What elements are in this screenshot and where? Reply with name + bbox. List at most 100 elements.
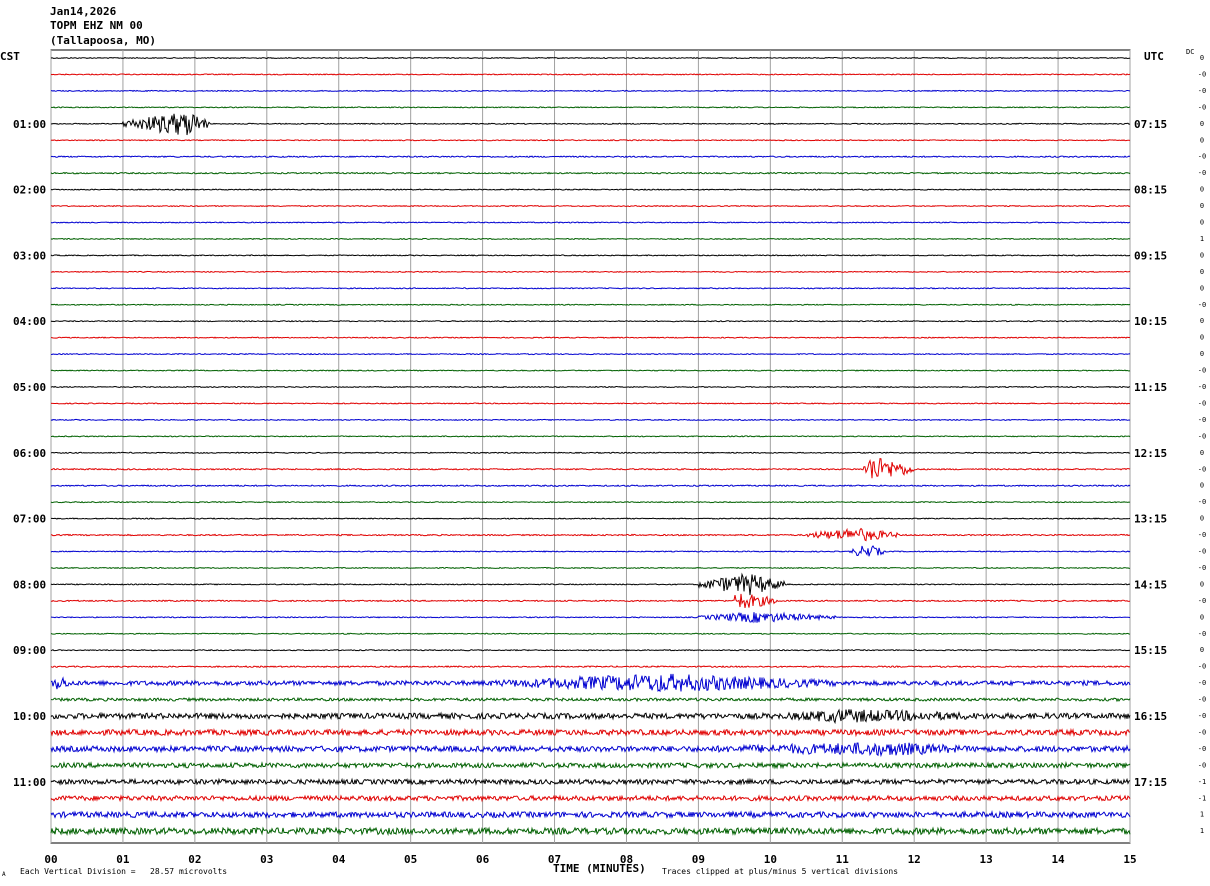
left-time-label: 01:00 bbox=[13, 118, 46, 131]
x-tick-label: 13 bbox=[980, 853, 993, 866]
right-time-label: 11:15 bbox=[1134, 381, 1167, 394]
seismic-trace bbox=[50, 572, 1131, 596]
seismic-trace bbox=[50, 696, 1131, 703]
seismic-trace bbox=[50, 566, 1131, 570]
dc-offset-value: -0 bbox=[1198, 383, 1206, 391]
dc-offset-value: 0 bbox=[1200, 515, 1204, 523]
dc-offset-value: 0 bbox=[1200, 334, 1204, 342]
dc-offset-value: 0 bbox=[1200, 136, 1204, 144]
left-time-label: 06:00 bbox=[13, 447, 46, 460]
x-tick-label: 04 bbox=[332, 853, 346, 866]
right-time-label: 07:15 bbox=[1134, 118, 1167, 131]
x-tick-label: 09 bbox=[692, 853, 705, 866]
seismic-trace bbox=[50, 56, 1131, 60]
right-time-label: 10:15 bbox=[1134, 315, 1167, 328]
seismic-trace bbox=[50, 665, 1131, 668]
right-time-label: 14:15 bbox=[1134, 578, 1167, 591]
seismic-trace bbox=[50, 139, 1131, 142]
dc-offset-value: -0 bbox=[1198, 679, 1206, 687]
dc-offset-value: -0 bbox=[1198, 761, 1206, 769]
dc-offset-value: 0 bbox=[1200, 350, 1204, 358]
seismic-trace bbox=[51, 517, 1131, 520]
x-tick-label: 12 bbox=[908, 853, 921, 866]
right-time-label: 09:15 bbox=[1134, 249, 1167, 262]
left-axis-label: CST bbox=[0, 50, 20, 63]
x-tick-label: 08 bbox=[620, 853, 633, 866]
x-axis-title: TIME (MINUTES) bbox=[553, 862, 646, 875]
dc-offset-value: -0 bbox=[1198, 663, 1206, 671]
dc-offset-value: -0 bbox=[1198, 103, 1206, 111]
dc-offset-value: 0 bbox=[1200, 580, 1204, 588]
seismic-trace bbox=[50, 708, 1131, 725]
dc-offset-value: -0 bbox=[1198, 696, 1206, 704]
seismic-trace bbox=[50, 777, 1131, 786]
seismic-trace bbox=[50, 673, 1131, 693]
x-tick-label: 03 bbox=[260, 853, 273, 866]
dc-offset-value: -1 bbox=[1198, 794, 1206, 802]
left-time-label: 03:00 bbox=[13, 249, 46, 262]
seismic-trace bbox=[50, 451, 1131, 454]
scale-note: Each Vertical Division = 28.57 microvolt… bbox=[20, 867, 228, 876]
right-time-label: 16:15 bbox=[1134, 710, 1167, 723]
left-time-label: 07:00 bbox=[13, 513, 46, 526]
right-time-label: 13:15 bbox=[1134, 513, 1167, 526]
seismic-trace bbox=[50, 352, 1131, 356]
dc-offset-value: 0 bbox=[1200, 268, 1204, 276]
seismic-trace bbox=[50, 632, 1131, 635]
dc-offset-value: -0 bbox=[1198, 399, 1206, 407]
dc-offset-value: -0 bbox=[1198, 169, 1206, 177]
seismic-trace bbox=[50, 794, 1131, 803]
seismic-trace bbox=[50, 545, 1131, 557]
seismic-trace bbox=[50, 287, 1131, 290]
seismic-trace bbox=[50, 320, 1131, 323]
right-time-label: 15:15 bbox=[1134, 644, 1167, 657]
clip-note: Traces clipped at plus/minus 5 vertical … bbox=[662, 867, 899, 876]
x-tick-label: 05 bbox=[404, 853, 417, 866]
seismic-trace bbox=[50, 171, 1131, 175]
seismic-trace bbox=[50, 727, 1131, 738]
left-time-label: 08:00 bbox=[13, 578, 46, 591]
right-time-label: 08:15 bbox=[1134, 184, 1167, 197]
seismic-trace bbox=[50, 89, 1131, 93]
dc-offset-value: 0 bbox=[1200, 251, 1204, 259]
seismic-trace bbox=[50, 73, 1131, 76]
seismic-trace bbox=[50, 254, 1131, 257]
seismic-trace bbox=[50, 155, 1131, 159]
dc-offset-value: -0 bbox=[1198, 301, 1206, 309]
seismic-trace bbox=[51, 336, 1131, 339]
dc-offset-value: 0 bbox=[1200, 202, 1204, 210]
dc-offset-value: 0 bbox=[1200, 482, 1204, 490]
header-date: Jan14,2026 bbox=[50, 5, 117, 18]
dc-offset-value: -0 bbox=[1198, 465, 1206, 473]
x-tick-label: 07 bbox=[548, 853, 561, 866]
left-time-label: 02:00 bbox=[13, 184, 46, 197]
dc-offset-value: 1 bbox=[1200, 827, 1204, 835]
dc-offset-value: -0 bbox=[1198, 416, 1206, 424]
dc-offset-value: -0 bbox=[1198, 367, 1206, 375]
dc-offset-value: 0 bbox=[1200, 317, 1204, 325]
x-tick-label: 00 bbox=[44, 853, 57, 866]
dc-offset-value: 0 bbox=[1200, 186, 1204, 194]
seismic-trace bbox=[50, 648, 1131, 652]
right-time-label: 17:15 bbox=[1134, 776, 1167, 789]
dc-offset-value: 0 bbox=[1200, 284, 1204, 292]
seismic-trace bbox=[50, 501, 1131, 504]
dc-offset-value: 0 bbox=[1200, 646, 1204, 654]
left-time-label: 10:00 bbox=[13, 710, 46, 723]
seismic-trace bbox=[51, 106, 1131, 109]
dc-offset-value: -0 bbox=[1198, 531, 1206, 539]
dc-offset-value: -0 bbox=[1198, 498, 1206, 506]
dc-offset-value: -1 bbox=[1198, 778, 1206, 786]
seismic-trace bbox=[50, 237, 1131, 241]
dc-offset-value: -0 bbox=[1198, 548, 1206, 556]
dc-offset-value: -0 bbox=[1198, 745, 1206, 753]
dc-offset-value: 0 bbox=[1200, 449, 1204, 457]
seismic-trace bbox=[50, 826, 1131, 837]
left-time-label: 04:00 bbox=[13, 315, 46, 328]
dc-label: DC bbox=[1186, 48, 1195, 56]
dc-offset-value: -0 bbox=[1198, 597, 1206, 605]
seismic-trace bbox=[50, 593, 1131, 608]
dc-offset-value: -0 bbox=[1198, 728, 1206, 736]
seismic-trace bbox=[50, 204, 1131, 208]
seismic-trace bbox=[50, 527, 1131, 542]
